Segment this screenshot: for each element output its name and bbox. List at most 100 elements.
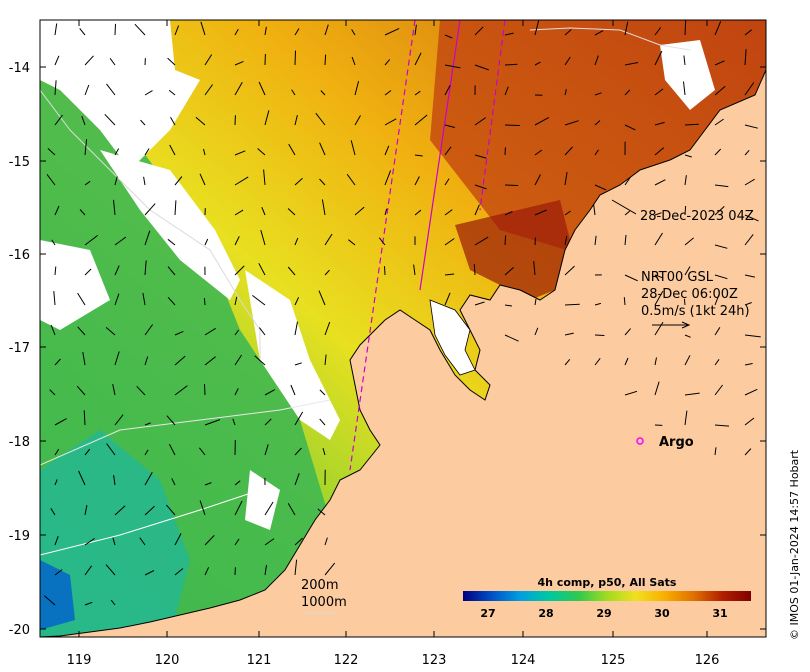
current-vector xyxy=(47,148,56,156)
current-vector xyxy=(290,384,296,396)
current-vector xyxy=(684,123,699,126)
current-vector xyxy=(654,212,662,216)
argo-marker xyxy=(636,437,644,445)
current-vector xyxy=(504,211,513,216)
current-vector xyxy=(234,354,243,366)
current-vector xyxy=(84,448,91,456)
current-vector xyxy=(291,89,296,96)
current-vectors xyxy=(43,20,761,606)
plot-frame xyxy=(39,19,767,638)
lat-label: -20 xyxy=(9,623,30,638)
current-vector xyxy=(105,327,116,336)
credit-text: © IMOS 01-Jan-2024 14:57 Hobart xyxy=(788,449,801,640)
current-vector xyxy=(594,357,601,366)
current-vector xyxy=(82,352,86,366)
current-vector xyxy=(744,214,759,222)
current-vector xyxy=(234,296,238,306)
current-vector xyxy=(144,203,156,216)
current-vector xyxy=(624,21,629,36)
current-vector xyxy=(414,209,422,216)
current-vector xyxy=(84,55,94,66)
current-vector xyxy=(384,27,400,36)
current-vector xyxy=(54,23,58,36)
contour-north xyxy=(529,27,691,51)
current-vector xyxy=(294,411,304,426)
current-vector xyxy=(744,363,753,366)
current-vector xyxy=(351,29,356,36)
current-vector xyxy=(594,302,602,306)
current-vector xyxy=(654,27,662,36)
current-vector xyxy=(384,266,386,276)
current-vector xyxy=(144,449,149,456)
current-vector xyxy=(474,184,487,190)
contour-1000m xyxy=(40,399,331,466)
current-vector xyxy=(714,60,725,66)
current-vector xyxy=(204,327,216,336)
current-vector xyxy=(654,88,664,96)
pass-time-label: 28-Dec-2023 04Z xyxy=(640,209,754,224)
current-vector xyxy=(144,505,155,516)
track-dashed-2 xyxy=(479,20,506,211)
current-vector xyxy=(324,537,328,546)
current-vector xyxy=(294,237,299,246)
current-vector xyxy=(624,62,639,66)
current-vector xyxy=(140,119,146,126)
current-vector xyxy=(294,473,300,486)
current-vector xyxy=(234,480,241,486)
lon-label: 121 xyxy=(247,653,272,668)
current-vector xyxy=(504,124,521,126)
current-vector xyxy=(199,173,206,186)
current-vector xyxy=(714,447,717,456)
lat-label: -19 xyxy=(9,529,30,544)
current-vector xyxy=(234,388,239,396)
current-vector xyxy=(348,239,356,246)
current-vector xyxy=(199,500,206,516)
current-vector xyxy=(319,178,326,186)
current-vector xyxy=(134,23,146,36)
current-vector xyxy=(168,443,176,456)
current-vector xyxy=(504,235,507,246)
current-vector xyxy=(139,537,146,546)
current-vector xyxy=(204,482,212,486)
current-vector xyxy=(744,124,758,129)
current-vector xyxy=(744,234,754,246)
current-vector xyxy=(264,444,269,456)
current-vector xyxy=(144,570,155,576)
current-vector xyxy=(142,292,146,306)
current-vector xyxy=(714,424,730,427)
current-vector xyxy=(683,55,686,66)
current-vector xyxy=(54,266,57,276)
colorbar-tick: 31 xyxy=(712,607,727,620)
current-vector xyxy=(234,329,240,336)
current-vector xyxy=(104,113,116,126)
current-vector xyxy=(594,30,604,36)
current-vector xyxy=(654,357,657,366)
current-vector xyxy=(54,479,58,486)
plot-area xyxy=(40,20,766,637)
current-vector xyxy=(474,117,486,126)
current-vector xyxy=(106,443,116,456)
current-vector xyxy=(683,298,686,306)
current-vector xyxy=(534,174,541,186)
current-vector xyxy=(594,149,599,156)
current-vector xyxy=(264,26,267,36)
current-vector xyxy=(318,290,326,306)
current-vector xyxy=(654,179,666,186)
current-vector xyxy=(533,261,536,276)
current-vector xyxy=(473,264,476,276)
current-vector xyxy=(114,176,118,186)
current-vector xyxy=(564,89,567,96)
current-vector xyxy=(384,145,390,156)
current-vector xyxy=(624,177,631,186)
track-solid xyxy=(419,20,461,291)
current-vector xyxy=(195,116,206,126)
cloud-gap-5 xyxy=(660,40,715,110)
current-vector xyxy=(174,176,183,186)
current-vector xyxy=(684,20,687,36)
current-vector xyxy=(174,330,184,336)
cloud-gap-6 xyxy=(245,470,280,530)
lat-label: -16 xyxy=(9,248,30,263)
current-vector xyxy=(623,297,626,306)
current-vector xyxy=(474,301,485,306)
current-vector xyxy=(294,559,298,576)
